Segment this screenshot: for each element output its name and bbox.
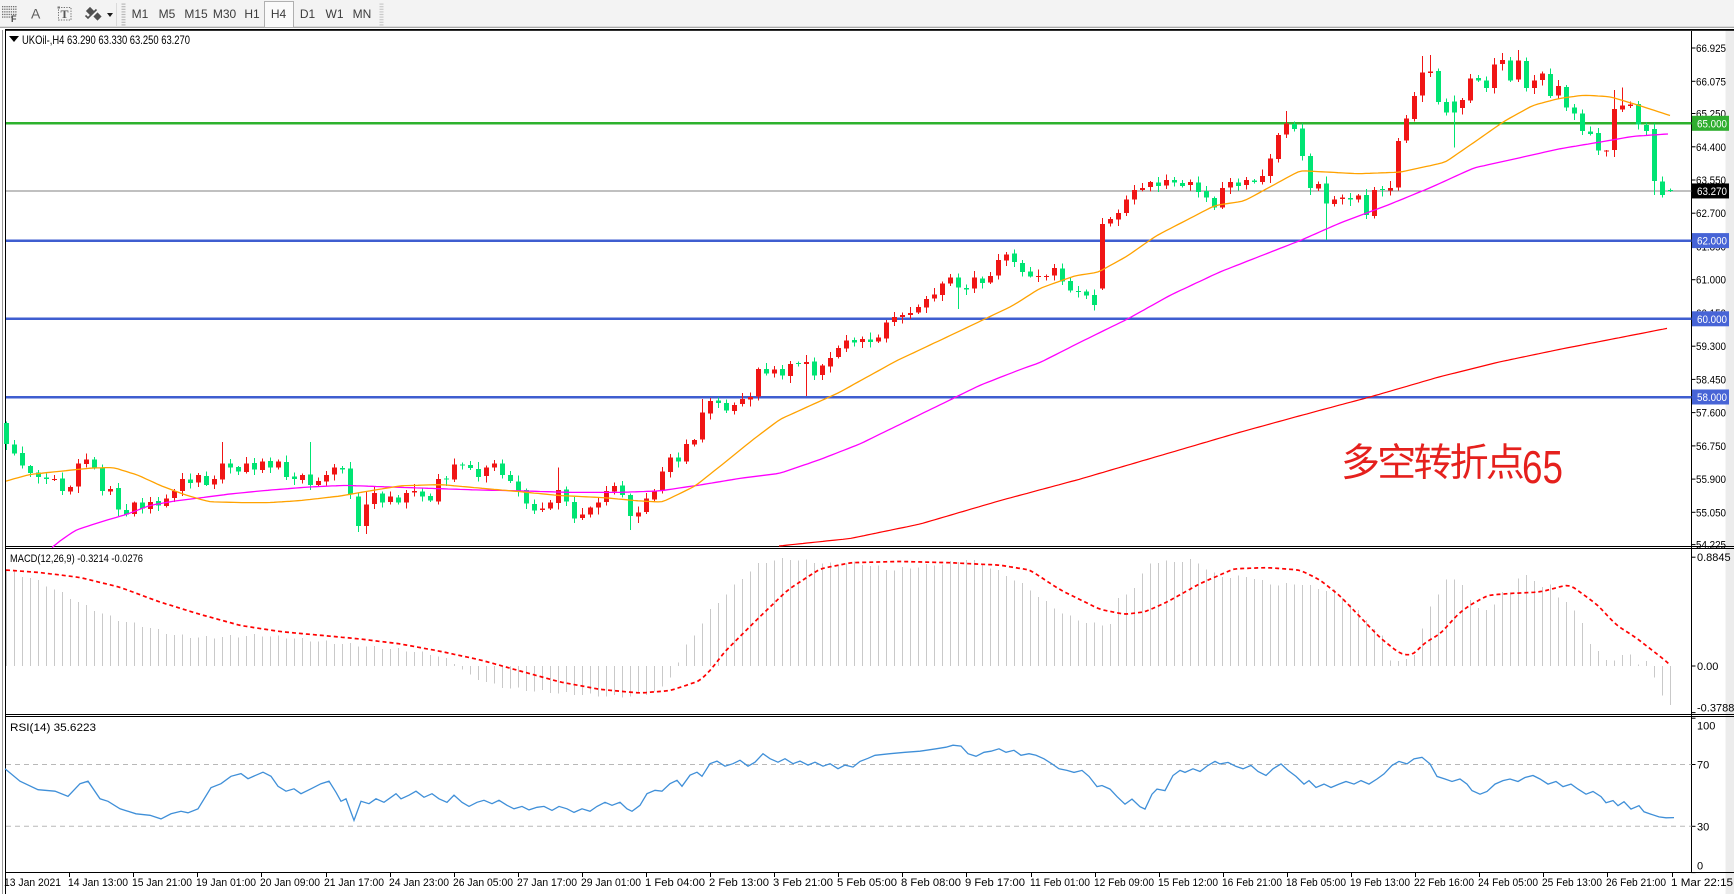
svg-text:54.225: 54.225 xyxy=(1696,540,1726,552)
svg-text:58.450: 58.450 xyxy=(1696,374,1726,386)
svg-text:62.700: 62.700 xyxy=(1696,208,1726,220)
svg-text:8 Feb 08:00: 8 Feb 08:00 xyxy=(901,877,961,889)
svg-text:M1: M1 xyxy=(132,7,149,21)
svg-text:A: A xyxy=(31,6,41,22)
svg-text:M30: M30 xyxy=(213,7,237,21)
svg-text:M5: M5 xyxy=(159,7,176,21)
svg-text:12 Feb 09:00: 12 Feb 09:00 xyxy=(1094,877,1154,889)
svg-text:0.8845: 0.8845 xyxy=(1697,552,1731,564)
svg-text:27 Jan 17:00: 27 Jan 17:00 xyxy=(517,877,577,889)
svg-text:24 Jan 23:00: 24 Jan 23:00 xyxy=(389,877,449,889)
svg-text:26 Feb 21:00: 26 Feb 21:00 xyxy=(1606,877,1666,889)
svg-text:1 Feb 04:00: 1 Feb 04:00 xyxy=(645,877,705,889)
svg-text:66.075: 66.075 xyxy=(1696,76,1726,88)
svg-text:60.000: 60.000 xyxy=(1697,314,1727,326)
svg-text:14 Jan 13:00: 14 Jan 13:00 xyxy=(68,877,128,889)
svg-text:20 Jan 09:00: 20 Jan 09:00 xyxy=(260,877,320,889)
svg-text:56.750: 56.750 xyxy=(1696,441,1726,453)
svg-text:30: 30 xyxy=(1697,821,1709,833)
svg-text:RSI(14) 35.6223: RSI(14) 35.6223 xyxy=(10,722,96,734)
svg-text:H4: H4 xyxy=(271,7,287,21)
svg-text:100: 100 xyxy=(1697,721,1715,733)
svg-text:21 Jan 17:00: 21 Jan 17:00 xyxy=(324,877,384,889)
svg-text:11 Feb 01:00: 11 Feb 01:00 xyxy=(1030,877,1090,889)
svg-text:13 Jan 2021: 13 Jan 2021 xyxy=(4,877,61,889)
svg-text:W1: W1 xyxy=(326,7,344,21)
svg-text:0: 0 xyxy=(1697,861,1703,873)
svg-text:55.050: 55.050 xyxy=(1696,507,1726,519)
svg-text:16 Feb 21:00: 16 Feb 21:00 xyxy=(1222,877,1282,889)
svg-text:-0.3788: -0.3788 xyxy=(1697,703,1734,715)
svg-text:18 Feb 05:00: 18 Feb 05:00 xyxy=(1286,877,1346,889)
svg-text:57.600: 57.600 xyxy=(1696,408,1726,420)
svg-text:D1: D1 xyxy=(300,7,316,21)
svg-text:MN: MN xyxy=(353,7,372,21)
svg-text:9 Feb 17:00: 9 Feb 17:00 xyxy=(965,877,1025,889)
svg-text:T: T xyxy=(61,7,69,21)
svg-text:58.000: 58.000 xyxy=(1697,392,1727,404)
svg-text:3 Feb 21:00: 3 Feb 21:00 xyxy=(773,877,833,889)
svg-text:19 Feb 13:00: 19 Feb 13:00 xyxy=(1350,877,1410,889)
svg-text:64.400: 64.400 xyxy=(1696,142,1726,154)
svg-text:25 Feb 13:00: 25 Feb 13:00 xyxy=(1542,877,1602,889)
svg-text:15 Feb 12:00: 15 Feb 12:00 xyxy=(1158,877,1218,889)
svg-text:24 Feb 05:00: 24 Feb 05:00 xyxy=(1478,877,1538,889)
svg-text:F: F xyxy=(11,14,17,24)
svg-text:5 Feb 05:00: 5 Feb 05:00 xyxy=(837,877,897,889)
svg-text:65: 65 xyxy=(1522,441,1563,493)
svg-text:66.925: 66.925 xyxy=(1696,43,1726,55)
svg-text:1 Mar 22:15: 1 Mar 22:15 xyxy=(1671,877,1733,889)
svg-text:55.900: 55.900 xyxy=(1696,474,1726,486)
svg-text:H1: H1 xyxy=(244,7,260,21)
svg-text:59.300: 59.300 xyxy=(1696,341,1726,353)
svg-text:70: 70 xyxy=(1697,760,1709,772)
svg-text:65.000: 65.000 xyxy=(1697,118,1727,130)
svg-text:62.000: 62.000 xyxy=(1697,236,1727,248)
svg-text:MACD(12,26,9) -0.3214 -0.0276: MACD(12,26,9) -0.3214 -0.0276 xyxy=(10,553,143,565)
svg-text:M15: M15 xyxy=(184,7,208,21)
svg-text:63.270: 63.270 xyxy=(1697,186,1727,198)
svg-text:22 Feb 16:00: 22 Feb 16:00 xyxy=(1414,877,1474,889)
svg-text:61.000: 61.000 xyxy=(1696,275,1726,287)
svg-text:UKOil-,H4 63.290 63.330 63.25: UKOil-,H4 63.290 63.330 63.250 63.270 xyxy=(22,33,190,47)
svg-text:0.00: 0.00 xyxy=(1697,661,1718,673)
svg-text:19 Jan 01:00: 19 Jan 01:00 xyxy=(196,877,256,889)
svg-text:15 Jan 21:00: 15 Jan 21:00 xyxy=(132,877,192,889)
svg-text:2 Feb 13:00: 2 Feb 13:00 xyxy=(709,877,769,889)
svg-text:26 Jan 05:00: 26 Jan 05:00 xyxy=(453,877,513,889)
svg-text:29 Jan 01:00: 29 Jan 01:00 xyxy=(581,877,641,889)
